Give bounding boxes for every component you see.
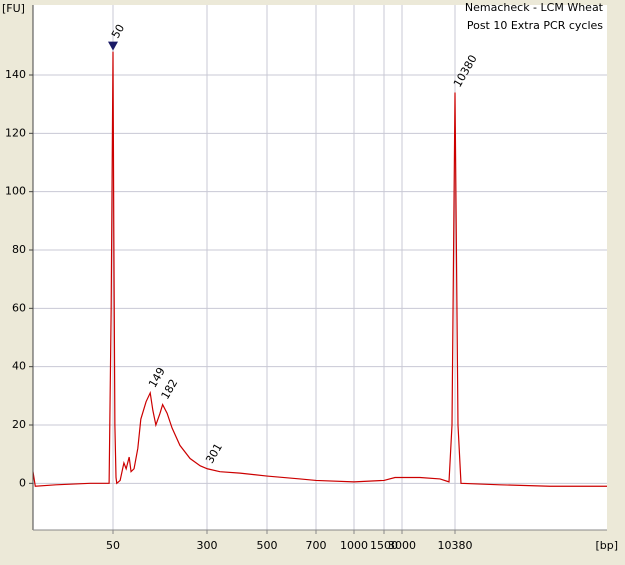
x-tick-label: 3000 [388,539,416,552]
chart-subtitle: Post 10 Extra PCR cycles [467,19,603,32]
x-tick-label: 1000 [340,539,368,552]
x-tick-label: 50 [106,539,120,552]
chart-title: Nemacheck - LCM Wheat [465,1,604,14]
y-tick-label: 20 [12,418,26,431]
peak-label: 50 [109,22,127,41]
y-tick-label: 140 [5,68,26,81]
trace-line [32,51,607,487]
y-tick-label: 40 [12,360,26,373]
y-tick-label: 80 [12,243,26,256]
x-tick-label: 700 [306,539,327,552]
x-tick-label: 10380 [438,539,473,552]
marks [32,41,607,487]
y-tick-label: 120 [5,126,26,139]
y-axis-label: [FU] [2,2,25,15]
plot-area [33,5,607,530]
x-tick-label: 1500 [370,539,398,552]
peak-marker [108,41,118,51]
x-tick-label: 300 [197,539,218,552]
x-axis-label: [bp] [595,539,618,552]
x-tick-label: 500 [257,539,278,552]
y-tick-label: 60 [12,301,26,314]
y-tick-label: 0 [19,476,26,489]
y-tick-label: 100 [5,185,26,198]
